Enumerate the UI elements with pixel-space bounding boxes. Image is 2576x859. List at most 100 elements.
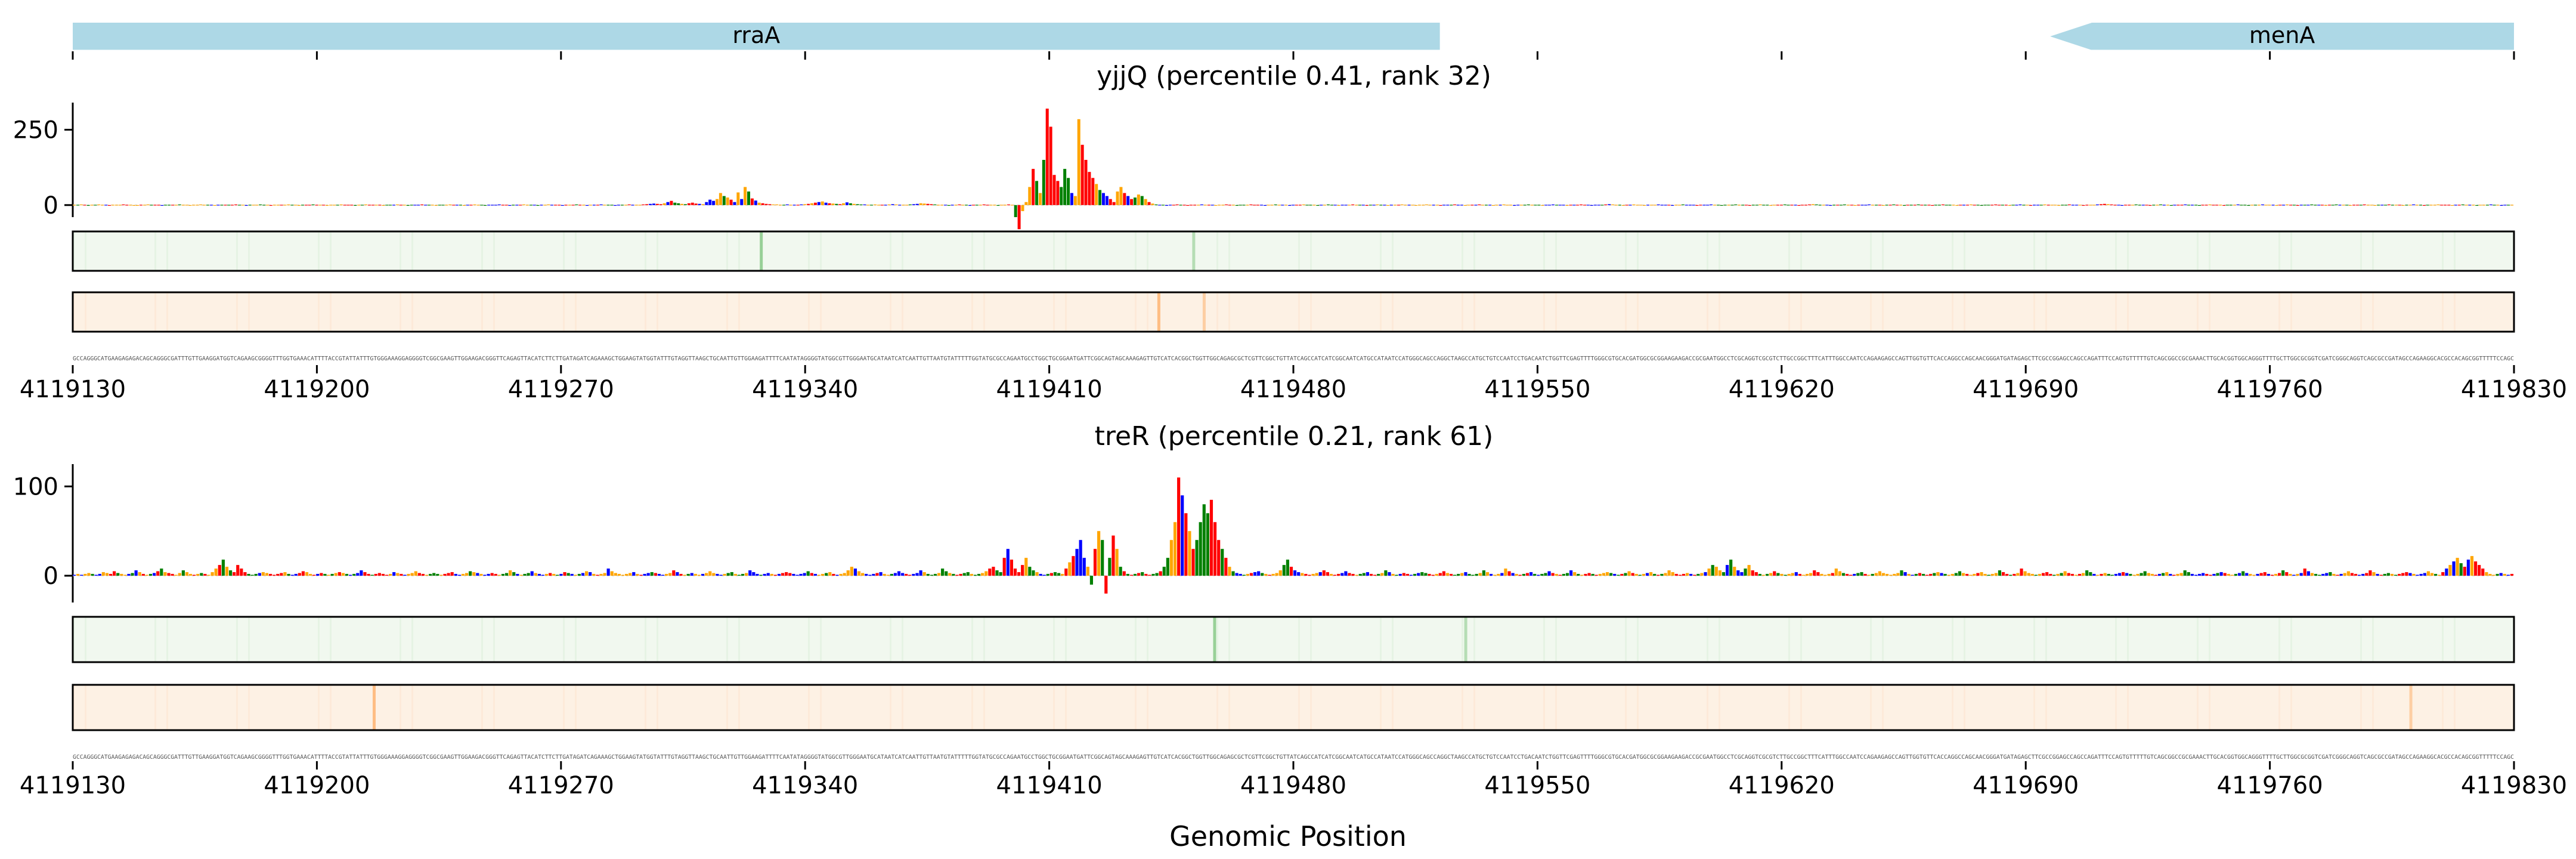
attribution-bar [1758, 574, 1761, 576]
panel-trer: treR (percentile 0.21, rank 61) 0 100 GCCAG… [13, 421, 2567, 799]
attribution-bar [1693, 574, 1696, 576]
heat-stripe [1065, 685, 1067, 730]
attribution-bar [1386, 205, 1390, 206]
attribution-bar [1558, 574, 1562, 576]
attribution-bar [1311, 574, 1315, 576]
attribution-bar [741, 574, 745, 576]
attribution-bar [400, 574, 403, 576]
attribution-bar [561, 205, 564, 206]
attribution-bar [2412, 574, 2416, 576]
attribution-bar [1725, 565, 1729, 576]
attribution-bar [1642, 574, 1646, 576]
attribution-bar [160, 568, 163, 576]
attribution-bar [1264, 574, 1268, 576]
attribution-bar [763, 574, 766, 576]
attribution-bar [2103, 573, 2107, 576]
attribution-bar [382, 205, 385, 206]
attribution-bar [2136, 574, 2140, 576]
attribution-bar [1289, 567, 1293, 576]
heat-stripe [1952, 617, 1953, 662]
attribution-bar [1980, 205, 1983, 206]
attribution-bar [443, 574, 447, 576]
x-tick-label: 4119130 [20, 376, 126, 403]
attribution-bar [1293, 570, 1297, 576]
heat-stripe [1800, 231, 1802, 271]
attribution-bar [1021, 565, 1024, 576]
attribution-bar [1761, 574, 1766, 576]
track-frame [72, 616, 2515, 663]
attribution-bar [1885, 574, 1889, 576]
attribution-bar [1911, 574, 1914, 576]
heat-stripe [154, 685, 156, 730]
attribution-bar [857, 571, 861, 576]
attribution-bar [589, 572, 592, 576]
heat-stripe [1707, 231, 1708, 271]
attribution-bar [1823, 574, 1827, 576]
attribution-bar [134, 570, 138, 576]
heat-stripe [1462, 231, 1463, 271]
attribution-bar [2275, 205, 2278, 206]
attribution-bar [1144, 574, 1148, 576]
panel-yjjq: yjjQ (percentile 0.41, rank 32) 0 250 GCCAG… [13, 61, 2567, 403]
attribution-bar [2445, 568, 2448, 576]
attribution-bar [549, 573, 552, 576]
attribution-bar [527, 573, 530, 576]
heat-stripe [575, 685, 577, 730]
attribution-bar [722, 196, 726, 205]
attribution-bar [338, 572, 341, 576]
attribution-bar [171, 574, 174, 576]
heat-stripe [2360, 685, 2362, 730]
attribution-bar [984, 571, 988, 576]
attribution-bar [1853, 574, 1856, 576]
heat-stripe [1870, 231, 1872, 271]
heat-stripe [1882, 231, 1884, 271]
heat-stripe [1473, 292, 1475, 332]
attribution-bar [712, 200, 716, 205]
attribution-bar [2049, 574, 2052, 576]
attribution-bar [330, 574, 334, 576]
panel-title: yjjQ (percentile 0.41, rank 32) [1097, 61, 1491, 91]
attribution-bar [2245, 573, 2249, 576]
heat-stripe [1380, 292, 1382, 332]
attribution-bar [2230, 574, 2234, 576]
heat-stripe [1228, 292, 1230, 332]
attribution-bar [563, 572, 566, 576]
attribution-bar [280, 573, 283, 576]
attribution-bar [236, 565, 240, 576]
attribution-bar [1994, 573, 1998, 576]
attribution-bar [305, 572, 309, 576]
attribution-bar [429, 574, 432, 576]
heat-stripe [411, 685, 413, 730]
attribution-bar [1464, 572, 1467, 576]
attribution-bar [842, 203, 846, 205]
attribution-bar [683, 204, 687, 205]
attribution-bar [156, 571, 160, 576]
attribution-bar [747, 191, 751, 205]
attribution-bar [283, 572, 287, 576]
heat-stripe [645, 685, 646, 730]
attribution-bar [1671, 205, 1674, 206]
attribution-bar [2365, 573, 2368, 576]
attribution-bar [893, 573, 897, 576]
attribution-bar [838, 204, 842, 205]
heat-stripe [493, 292, 495, 332]
heat-stripe [575, 617, 577, 662]
attribution-bar [1838, 571, 1842, 576]
attribution-bar [1649, 572, 1653, 576]
attribution-bar [447, 573, 450, 576]
attribution-bar [1729, 560, 1733, 576]
heat-stripe [2278, 685, 2280, 730]
attribution-bar [1491, 205, 1495, 206]
gene-annotation-track: rraA menA [72, 22, 2515, 60]
attribution-bar [1829, 205, 1832, 206]
attribution-bar [1643, 205, 1646, 206]
x-tick-label: 4119480 [1240, 772, 1346, 799]
attribution-bar [1398, 574, 1402, 576]
heat-stripe [983, 617, 985, 662]
attribution-bar [559, 574, 563, 576]
attribution-bar [1801, 574, 1806, 576]
attribution-bar [832, 574, 835, 576]
attribution-bar [1748, 205, 1751, 206]
attribution-bar [853, 568, 857, 576]
attribution-bar [1678, 574, 1682, 576]
